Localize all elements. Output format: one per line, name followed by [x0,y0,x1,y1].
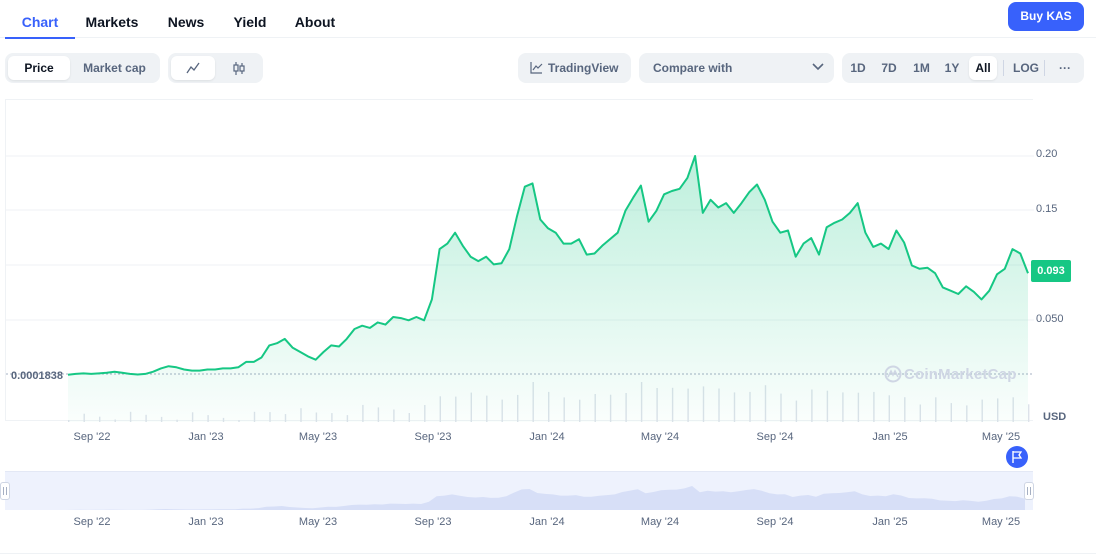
navigator-x-label: Sep '23 [414,516,452,528]
navigator-x-label: May '24 [640,516,680,528]
log-toggle[interactable]: LOG [1013,61,1039,75]
range-7d[interactable]: 7D [881,61,897,75]
tradingview-icon [530,62,543,74]
divider [0,553,1096,554]
metric-toggle: Price Market cap [5,53,160,83]
navigator-x-label: Sep '24 [756,516,794,528]
navigator-area [65,486,1025,510]
x-tick-label: Jan '24 [529,431,565,443]
event-flag-button[interactable] [1006,446,1028,468]
x-tick-label: May '24 [640,431,680,443]
watermark-text: CoinMarketCap [904,366,1017,383]
chart-style-toggle [168,53,263,83]
more-options-button[interactable]: ··· [1059,61,1071,75]
top-nav: Chart Markets News Yield About Buy KAS [0,0,1096,39]
range-1m[interactable]: 1M [913,61,930,75]
current-price-tag: 0.093 [1031,260,1071,282]
tab-markets[interactable]: Markets [85,14,139,30]
line-chart-icon [186,62,200,74]
y-tick-label: 0.050 [1036,313,1064,325]
tab-yield[interactable]: Yield [233,14,267,30]
x-tick-label: Sep '22 [73,431,111,443]
chevron-down-icon [812,63,824,71]
volume-bar [1028,404,1030,422]
range-divider-2 [1044,60,1045,76]
coinmarketcap-logo-icon [884,365,902,383]
navigator-chart [65,486,1025,510]
x-tick-label: May '25 [981,431,1021,443]
y-tick-label: 0.15 [1036,203,1058,215]
currency-label: USD [1043,411,1067,423]
range-divider [1003,60,1004,76]
navigator-x-label: Jan '25 [872,516,908,528]
x-tick-label: May '23 [298,431,338,443]
candlestick-icon [232,62,245,75]
x-tick-label: Sep '24 [756,431,794,443]
price-button[interactable]: Price [8,56,70,80]
compare-with-label: Compare with [653,61,733,75]
start-price-label: 0.0001838 [11,370,63,382]
time-range-selector: 1D 7D 1M 1Y All LOG ··· [842,53,1084,83]
line-chart-button[interactable] [171,56,215,80]
x-tick-label: Jan '25 [872,431,908,443]
price-chart-svg [6,155,1034,422]
navigator-right-handle[interactable] [1024,482,1034,500]
buy-kas-button[interactable]: Buy KAS [1008,2,1084,31]
navigator-left-handle[interactable] [0,482,10,500]
price-area [68,156,1028,422]
flag-icon [1012,451,1022,463]
navigator-x-label: May '25 [981,516,1021,528]
range-all[interactable]: All [969,56,997,80]
price-chart[interactable] [5,99,1034,422]
tab-news[interactable]: News [167,14,205,30]
range-1d[interactable]: 1D [850,61,866,75]
price-line [67,155,1029,376]
navigator-x-label: Jan '24 [529,516,565,528]
navigator-x-label: Sep '22 [73,516,111,528]
candlestick-button[interactable] [217,56,260,80]
range-1y[interactable]: 1Y [944,61,960,75]
navigator-x-label: Jan '23 [188,516,224,528]
compare-with-dropdown[interactable]: Compare with [639,53,834,83]
range-navigator[interactable] [5,471,1033,510]
x-tick-label: Jan '23 [188,431,224,443]
y-tick-label: 0.20 [1036,148,1058,160]
navigator-x-label: May '23 [298,516,338,528]
tradingview-label: TradingView [548,61,619,75]
tab-chart[interactable]: Chart [5,0,75,39]
x-tick-label: Sep '23 [414,431,452,443]
market-cap-button[interactable]: Market cap [83,61,146,75]
tradingview-button[interactable]: TradingView [518,53,631,83]
tab-about[interactable]: About [294,14,336,30]
